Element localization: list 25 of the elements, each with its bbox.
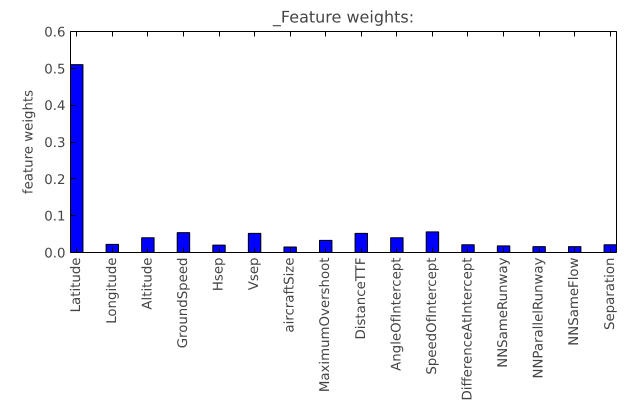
- x-tick-label: Longitude: [104, 257, 120, 324]
- y-axis-title: feature weights: [21, 90, 36, 194]
- x-tick-label: NNParallelRunway: [532, 257, 547, 379]
- y-tick-label: 0.0: [44, 246, 66, 262]
- x-tick-label: Hsep: [212, 257, 227, 292]
- y-tick-label: 0.6: [44, 26, 66, 40]
- y-tick-label: 0.2: [44, 172, 66, 188]
- y-tick-label: 0.3: [44, 136, 66, 151]
- x-tick-label: DistanceTTF: [354, 257, 369, 340]
- y-tick-label: 0.4: [44, 99, 66, 114]
- x-tick-label: Vsep: [247, 257, 262, 290]
- y-tick-label: 0.1: [44, 210, 66, 225]
- y-tick-label: 0.5: [44, 62, 66, 78]
- x-tick-label: GroundSpeed: [176, 257, 191, 348]
- x-tick-label: SpeedOfIntercept: [424, 257, 440, 375]
- x-tick-label: Altitude: [140, 257, 156, 310]
- x-tick-label: NNSameRunway: [496, 257, 512, 368]
- x-tick-label: Separation: [602, 257, 618, 330]
- chart-title: _Feature weights:: [272, 8, 414, 26]
- x-tick-label: aircraftSize: [282, 257, 298, 333]
- x-tick-label: Latitude: [69, 257, 84, 312]
- x-tick-label: NNSameFlow: [567, 257, 582, 346]
- x-tick-label: AngleOfIntercept: [389, 257, 404, 371]
- x-tick-label: MaximumOvershoot: [318, 258, 334, 392]
- x-tick-label: DifferenceAtIntercept: [460, 257, 476, 401]
